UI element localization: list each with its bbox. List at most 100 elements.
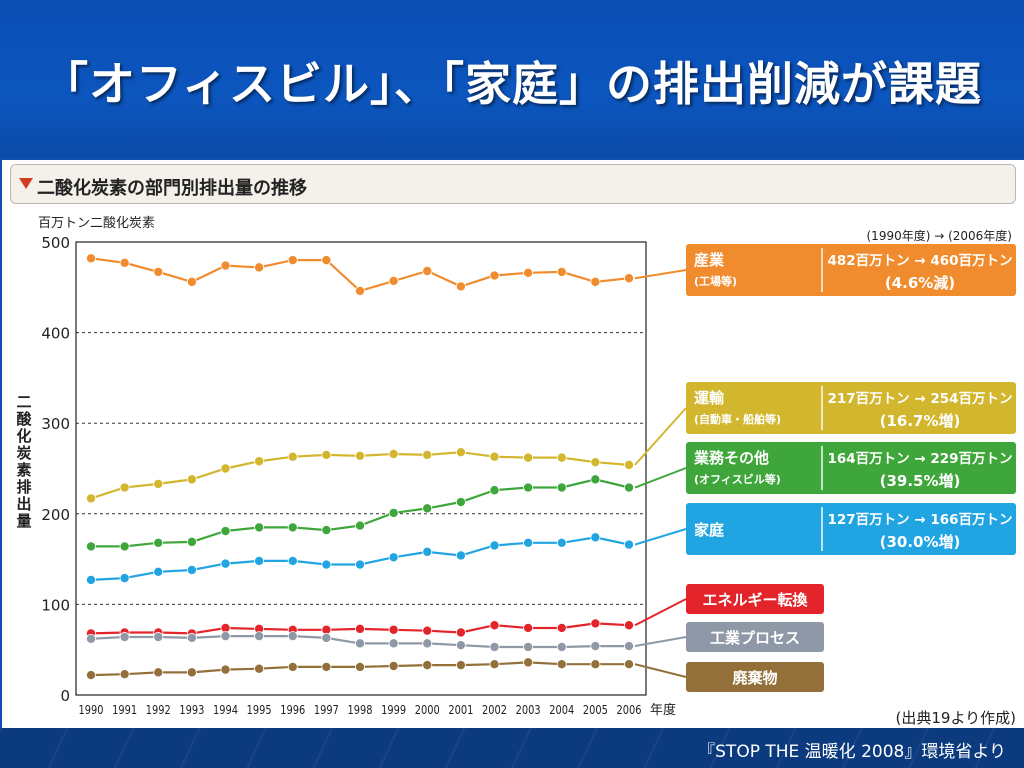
data-point bbox=[153, 537, 164, 548]
data-point bbox=[153, 632, 164, 643]
data-point bbox=[388, 275, 399, 286]
x-tick-label: 2004 bbox=[549, 703, 574, 717]
y-axis-label-char: 二 bbox=[16, 393, 31, 411]
data-point bbox=[624, 273, 635, 284]
data-point bbox=[254, 663, 265, 674]
data-point bbox=[254, 631, 265, 642]
data-point bbox=[455, 640, 466, 651]
data-point bbox=[556, 537, 567, 548]
data-point bbox=[86, 253, 97, 264]
x-tick-label: 1995 bbox=[247, 703, 272, 717]
chart-header-bar: 二酸化炭素の部門別排出量の推移 bbox=[10, 164, 1016, 204]
data-point bbox=[354, 520, 365, 531]
data-point bbox=[119, 257, 130, 268]
legend-name: エネルギー転換 bbox=[702, 591, 808, 609]
data-point bbox=[422, 546, 433, 557]
compare-header: (1990年度) → (2006年度) bbox=[867, 228, 1013, 243]
data-point bbox=[388, 552, 399, 563]
data-point bbox=[489, 485, 500, 496]
legend-name: 産業 bbox=[694, 251, 725, 269]
series-line bbox=[91, 478, 630, 548]
x-tick-label: 2003 bbox=[516, 703, 541, 717]
data-point bbox=[523, 482, 534, 493]
y-axis-label-char: 量 bbox=[16, 512, 31, 530]
data-point bbox=[354, 661, 365, 672]
data-point bbox=[321, 525, 332, 536]
legend-box bbox=[686, 584, 824, 614]
data-point bbox=[455, 497, 466, 508]
data-point bbox=[220, 260, 231, 271]
legend-connector bbox=[634, 598, 687, 627]
data-point bbox=[186, 536, 197, 547]
chart-panel: 二酸化炭素の部門別排出量の推移 産業 (工場等) 482百万トン → 460百万トン… bbox=[2, 160, 1024, 728]
data-point bbox=[220, 526, 231, 537]
data-point bbox=[590, 474, 601, 485]
legend-connector bbox=[634, 636, 687, 648]
data-point bbox=[422, 503, 433, 514]
legend-change: 217百万トン → 254百万トン bbox=[827, 391, 1012, 407]
data-point bbox=[220, 558, 231, 569]
data-point bbox=[220, 664, 231, 675]
x-tick-label: 1993 bbox=[179, 703, 204, 717]
data-point bbox=[119, 541, 130, 552]
x-tick-label: 2001 bbox=[448, 703, 473, 717]
legend-box bbox=[686, 382, 1016, 434]
data-point bbox=[186, 564, 197, 575]
data-point bbox=[86, 541, 97, 552]
data-point bbox=[489, 270, 500, 281]
data-point bbox=[287, 555, 298, 566]
data-point bbox=[321, 255, 332, 266]
legend-change-pct: (16.7%増) bbox=[880, 412, 961, 430]
data-point bbox=[220, 631, 231, 642]
legend-sub: (オフィスビル等) bbox=[694, 472, 781, 486]
data-point bbox=[119, 632, 130, 643]
data-point bbox=[388, 449, 399, 460]
data-point bbox=[422, 660, 433, 671]
y-tick-label: 400 bbox=[41, 325, 70, 343]
data-point bbox=[523, 537, 534, 548]
legend-sub: (自動車・船舶等) bbox=[694, 412, 781, 426]
data-point bbox=[455, 627, 466, 638]
source-note: (出典19より作成) bbox=[896, 709, 1017, 727]
x-tick-label: 1998 bbox=[347, 703, 372, 717]
data-point bbox=[321, 559, 332, 570]
series-line bbox=[90, 536, 630, 581]
x-tick-label: 2002 bbox=[482, 703, 507, 717]
legend-change-pct: (30.0%増) bbox=[880, 533, 961, 551]
legend-name: 運輸 bbox=[694, 389, 725, 407]
data-point bbox=[354, 559, 365, 570]
data-point bbox=[354, 450, 365, 461]
plot-frame bbox=[75, 241, 647, 696]
data-point bbox=[624, 482, 635, 493]
x-tick-label: 2000 bbox=[415, 703, 440, 717]
grid-lines bbox=[76, 332, 646, 605]
y-unit-label: 百万トン二酸化炭素 bbox=[38, 216, 155, 231]
legend-box bbox=[686, 622, 824, 652]
data-point bbox=[624, 459, 635, 470]
legend-name: 業務その他 bbox=[693, 449, 769, 467]
x-tick-label: 2006 bbox=[616, 703, 641, 717]
series-lines bbox=[86, 253, 635, 681]
data-point bbox=[86, 493, 97, 504]
data-point bbox=[556, 482, 567, 493]
data-point bbox=[287, 451, 298, 462]
x-tick-label: 1994 bbox=[213, 703, 238, 717]
data-point bbox=[455, 447, 466, 458]
data-point bbox=[590, 457, 601, 468]
data-point bbox=[422, 449, 433, 460]
data-point bbox=[354, 285, 365, 296]
data-point bbox=[590, 618, 601, 629]
data-point bbox=[388, 624, 399, 635]
line-chart: 産業 (工場等) 482百万トン → 460百万トン (4.6%減) 運輸 (自動車・船舶… bbox=[16, 216, 1017, 727]
data-point bbox=[153, 566, 164, 577]
data-point bbox=[624, 539, 635, 550]
data-point bbox=[287, 255, 298, 266]
data-point bbox=[287, 522, 298, 533]
data-point bbox=[153, 478, 164, 489]
data-point bbox=[254, 456, 265, 467]
legend-change-pct: (39.5%増) bbox=[880, 472, 961, 490]
x-tick-label: 1991 bbox=[112, 703, 137, 717]
data-point bbox=[422, 625, 433, 636]
data-point bbox=[388, 638, 399, 649]
data-point bbox=[254, 555, 265, 566]
